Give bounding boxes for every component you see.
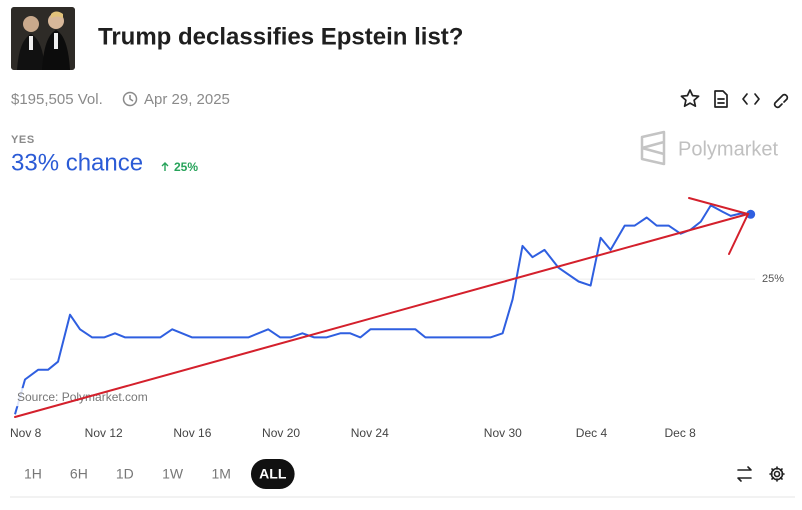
- latest-point: [746, 209, 756, 219]
- link-button[interactable]: [773, 93, 789, 109]
- range-button-label[interactable]: 1D: [116, 466, 134, 482]
- x-tick-label: Nov 24: [351, 426, 389, 440]
- embed-button[interactable]: [742, 93, 760, 105]
- chart: 25% Nov 8 Nov 12 Nov 16 Nov 20 Nov 24 Nov 30 De…: [10, 204, 784, 440]
- x-tick-label: Nov 8: [10, 426, 42, 440]
- chart-source: Source: Polymarket.com: [17, 390, 148, 404]
- outcome-label: YES: [11, 134, 35, 146]
- brand-logo: [640, 130, 666, 166]
- market-title: Trump declassifies Epstein list?: [98, 23, 463, 50]
- end-date: Apr 29, 2025: [144, 91, 230, 108]
- source-background: [14, 388, 151, 407]
- range-button[interactable]: 1M: [204, 459, 239, 489]
- annotation-arrow: [14, 197, 750, 418]
- range-button-label[interactable]: 6H: [70, 466, 88, 482]
- outcome-chance: 33% chance: [11, 149, 143, 176]
- range-button[interactable]: 1W: [154, 459, 192, 489]
- swap-button[interactable]: [737, 466, 752, 482]
- settings-button[interactable]: [769, 466, 785, 482]
- range-button[interactable]: ALL: [250, 459, 295, 489]
- range-button-label[interactable]: 1M: [212, 466, 231, 482]
- range-buttons: 1H 6H 1D 1W 1M ALL: [16, 459, 295, 489]
- x-tick-label: Nov 30: [484, 426, 522, 440]
- range-button[interactable]: 1D: [108, 459, 142, 489]
- brand-name: Polymarket: [678, 138, 778, 160]
- volume: $195,505 Vol.: [11, 91, 103, 108]
- range-button-label[interactable]: 1W: [162, 466, 184, 482]
- x-tick-label: Nov 12: [85, 426, 123, 440]
- range-button-label[interactable]: ALL: [259, 466, 287, 482]
- x-tick-label: Nov 20: [262, 426, 300, 440]
- document-button[interactable]: [714, 90, 728, 108]
- outcome-change: 25%: [174, 160, 198, 174]
- change-arrow: [161, 162, 169, 171]
- x-tick-label: Dec 4: [576, 426, 608, 440]
- favorite-button[interactable]: [680, 89, 700, 108]
- range-button[interactable]: 6H: [62, 459, 96, 489]
- range-button-label[interactable]: 1H: [24, 466, 42, 482]
- market-thumbnail: [11, 7, 75, 70]
- y-tick-label: 25%: [762, 273, 784, 285]
- range-button-bg[interactable]: [250, 459, 295, 489]
- range-button[interactable]: 1H: [16, 459, 50, 489]
- x-tick-label: Dec 8: [664, 426, 696, 440]
- clock-icon: [122, 91, 138, 107]
- x-tick-label: Nov 16: [173, 426, 211, 440]
- price-line: [14, 204, 751, 415]
